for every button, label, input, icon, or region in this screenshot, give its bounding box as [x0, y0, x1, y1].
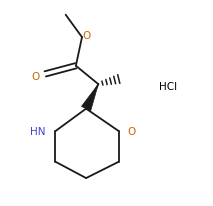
Text: HN: HN [30, 126, 45, 136]
Polygon shape [82, 85, 98, 111]
Text: O: O [127, 126, 135, 136]
Text: HCl: HCl [159, 82, 177, 92]
Text: O: O [31, 72, 39, 82]
Text: O: O [82, 31, 90, 41]
